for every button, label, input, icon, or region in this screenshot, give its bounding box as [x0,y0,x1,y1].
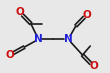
Text: O: O [6,50,14,60]
Text: N: N [34,34,43,44]
Text: O: O [15,7,24,17]
Text: O: O [82,10,91,20]
Text: O: O [89,61,98,71]
Text: N: N [64,34,73,44]
